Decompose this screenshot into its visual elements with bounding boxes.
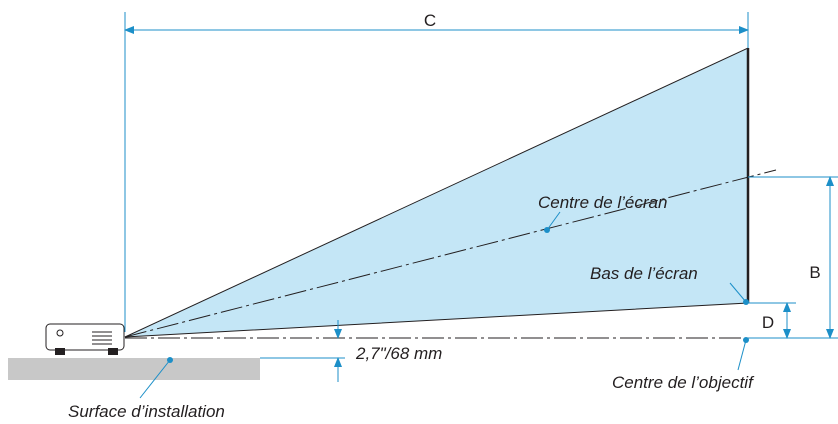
- leader-line: [737, 339, 747, 371]
- label-b: B: [809, 263, 820, 282]
- leader-line: [729, 282, 747, 303]
- leader-line: [139, 359, 171, 399]
- leader-line: [546, 211, 561, 231]
- label-surface: Surface d’installation: [68, 402, 225, 421]
- projector: [45, 323, 125, 355]
- label-lens-centre: Centre de l’objectif: [612, 373, 755, 392]
- screen-centre-line: [124, 169, 777, 338]
- label-screen-bottom: Bas de l’écran: [590, 264, 698, 283]
- label-screen-centre: Centre de l’écran: [538, 193, 667, 212]
- label-d: D: [762, 313, 774, 332]
- label-offset: 2,7"/68 mm: [355, 344, 442, 363]
- floor: [8, 358, 260, 380]
- label-c: C: [424, 11, 436, 30]
